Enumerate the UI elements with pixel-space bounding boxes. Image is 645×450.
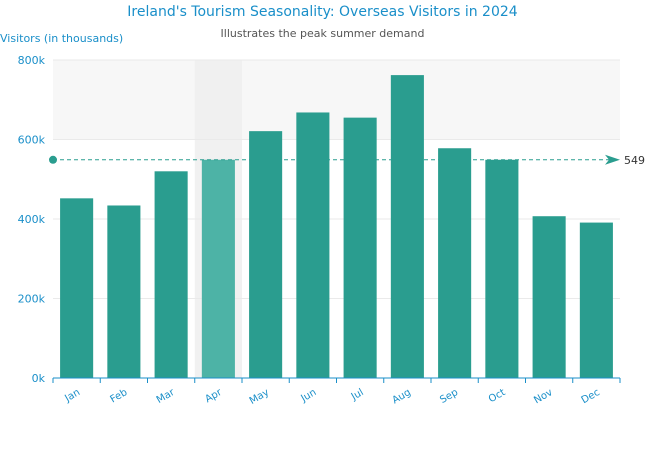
chart-subtitle: Illustrates the peak summer demand <box>220 27 425 40</box>
reference-line-arrow <box>605 154 620 165</box>
bar-nov <box>532 216 566 378</box>
y-tick-label: 600k <box>18 134 46 147</box>
y-tick-label: 200k <box>18 293 46 306</box>
x-tick-label: Jan <box>62 387 82 405</box>
bar-oct <box>485 159 519 378</box>
x-tick-label: Oct <box>487 387 508 405</box>
bar-aug <box>390 75 424 378</box>
plot-background <box>53 60 620 378</box>
bar-may <box>249 131 283 378</box>
x-tick-label: Jun <box>298 387 318 405</box>
chart-title: Ireland's Tourism Seasonality: Overseas … <box>127 4 518 20</box>
bar-jul <box>343 117 377 378</box>
x-tick-label: Sep <box>438 387 460 406</box>
bars <box>60 75 613 378</box>
x-tick-label: Jul <box>349 387 366 403</box>
bar-jun <box>296 112 330 378</box>
x-tick-label: Dec <box>580 387 602 406</box>
bar-sep <box>438 148 472 378</box>
y-tick-label: 400k <box>18 213 46 226</box>
y-tick-label: 0k <box>32 372 46 385</box>
reference-line-start-marker <box>49 155 57 164</box>
reference-line-group: 549 <box>49 154 645 167</box>
x-tick-label: Apr <box>203 387 224 406</box>
x-tick-label: Feb <box>109 387 130 405</box>
y-tick-label: 800k <box>18 54 46 67</box>
bar-feb <box>107 205 141 378</box>
gridlines <box>53 59 620 299</box>
bar-mar <box>154 171 188 378</box>
x-tick-label: Nov <box>532 387 554 406</box>
x-tick-label: Mar <box>155 387 178 406</box>
reference-line-label: 549 <box>624 154 645 167</box>
bar-apr <box>201 159 235 378</box>
x-tick-label: May <box>248 387 271 407</box>
shaded-band <box>53 60 620 140</box>
y-axis-label: Visitors (in thousands) <box>0 32 123 45</box>
bar-jan <box>60 198 94 378</box>
x-tick-label: Aug <box>390 387 412 406</box>
bar-dec <box>579 222 613 378</box>
